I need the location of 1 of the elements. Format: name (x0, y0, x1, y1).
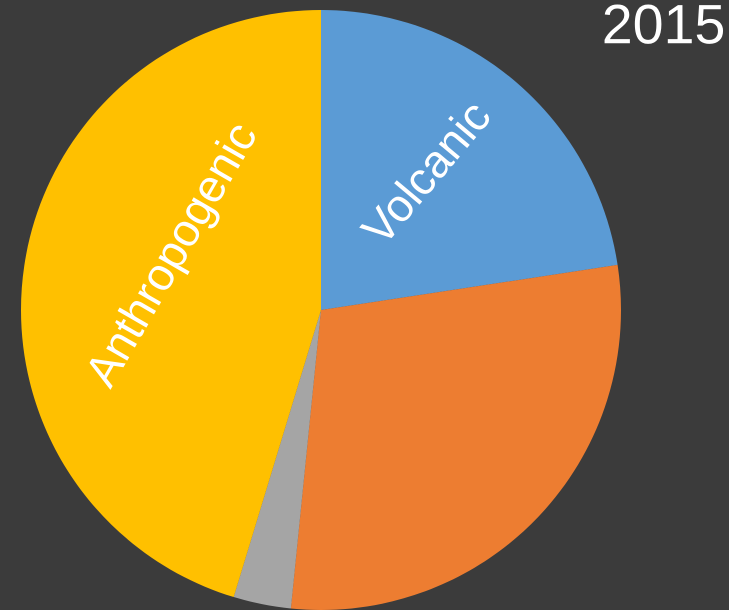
chart-title: 2015 (604, 4, 724, 44)
